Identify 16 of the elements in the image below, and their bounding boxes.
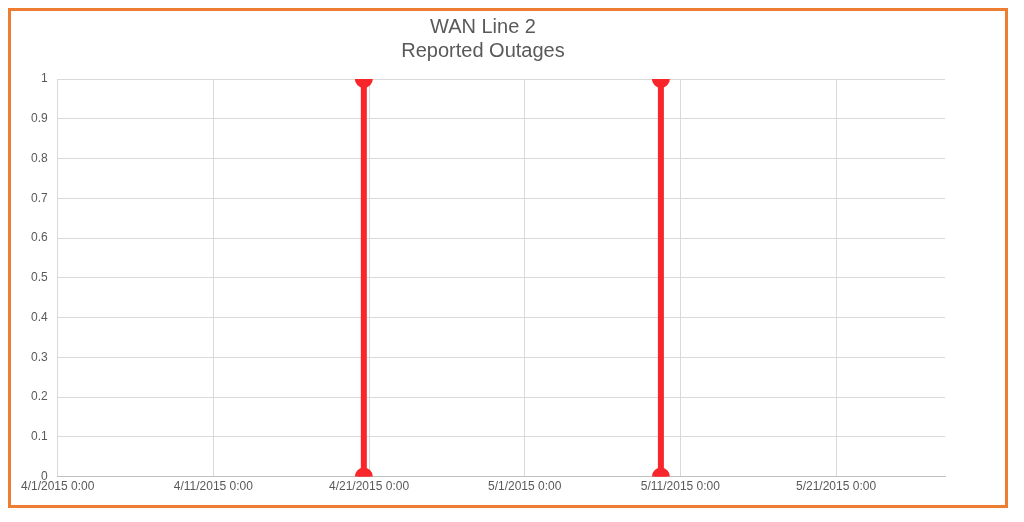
y-tick-label: 0.9 — [30, 111, 48, 126]
x-tick-label: 4/11/2015 0:00 — [173, 479, 254, 494]
x-tick-label: 5/1/2015 0:00 — [487, 479, 562, 494]
y-tick-label: 0.3 — [30, 349, 48, 364]
y-tick-label: 0.2 — [30, 389, 48, 404]
x-tick-label: 5/21/2015 0:00 — [795, 479, 877, 494]
y-tick-label: 1 — [40, 71, 48, 86]
y-tick-label: 0.1 — [30, 429, 48, 444]
x-tick-label: 5/11/2015 0:00 — [640, 479, 721, 494]
y-tick-label: 0.7 — [30, 190, 48, 205]
y-tick-label: 0.4 — [30, 309, 48, 324]
x-tick-label: 4/21/2015 0:00 — [328, 479, 410, 494]
y-tick-label: 0.5 — [30, 270, 48, 285]
y-tick-label: 0.8 — [30, 150, 48, 165]
y-tick-label: 0.6 — [30, 230, 48, 245]
chart-title: WAN Line 2 Reported Outages — [401, 14, 565, 61]
